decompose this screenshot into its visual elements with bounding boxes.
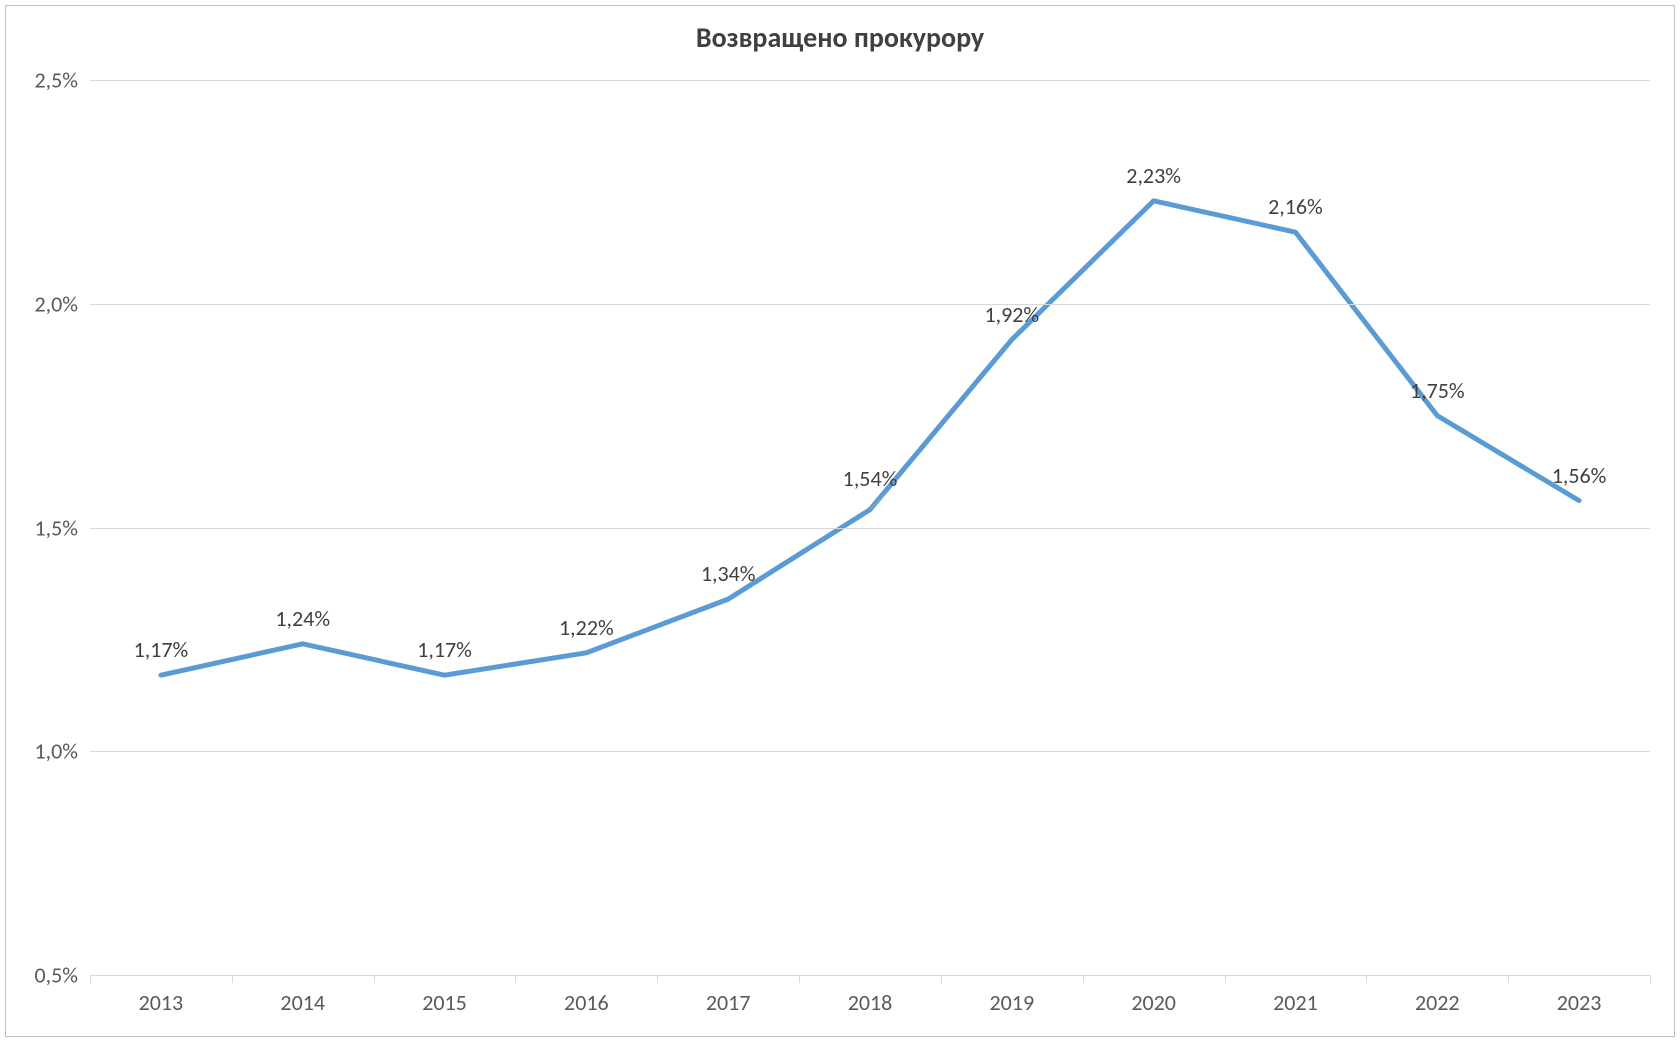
data-label: 1,17% (417, 636, 472, 663)
data-label: 1,75% (1410, 377, 1465, 404)
data-label: 1,34% (701, 560, 756, 587)
x-tick-label: 2015 (422, 975, 467, 1016)
gridline (90, 751, 1650, 752)
x-tick-label: 2020 (1131, 975, 1176, 1016)
x-tick-mark (515, 975, 516, 983)
x-tick-mark (1650, 975, 1651, 983)
x-tick-label: 2021 (1273, 975, 1318, 1016)
data-label: 2,16% (1268, 193, 1323, 220)
y-tick-label: 1,0% (34, 738, 90, 765)
x-tick-label: 2017 (706, 975, 751, 1016)
x-tick-mark (1508, 975, 1509, 983)
gridline (90, 528, 1650, 529)
gridline (90, 80, 1650, 81)
x-tick-mark (232, 975, 233, 983)
x-tick-label: 2023 (1557, 975, 1602, 1016)
x-tick-mark (799, 975, 800, 983)
x-tick-mark (90, 975, 91, 983)
y-tick-label: 2,0% (34, 290, 90, 317)
x-tick-mark (374, 975, 375, 983)
y-tick-label: 1,5% (34, 514, 90, 541)
x-tick-mark (941, 975, 942, 983)
data-label: 1,92% (984, 301, 1039, 328)
gridline (90, 304, 1650, 305)
line-path (161, 201, 1579, 675)
x-tick-mark (1225, 975, 1226, 983)
data-label: 1,17% (134, 636, 189, 663)
x-tick-label: 2013 (139, 975, 184, 1016)
x-tick-mark (1083, 975, 1084, 983)
x-tick-label: 2016 (564, 975, 609, 1016)
chart-title: Возвращено прокурору (0, 20, 1680, 55)
data-label: 1,54% (843, 465, 898, 492)
x-tick-label: 2018 (848, 975, 893, 1016)
data-label: 2,23% (1126, 162, 1181, 189)
x-tick-mark (657, 975, 658, 983)
plot-area: 0,5%1,0%1,5%2,0%2,5%20132014201520162017… (90, 80, 1650, 975)
chart-container: Возвращено прокурору 0,5%1,0%1,5%2,0%2,5… (0, 0, 1680, 1042)
data-label: 1,24% (275, 605, 330, 632)
data-label: 1,56% (1552, 462, 1607, 489)
x-tick-label: 2014 (280, 975, 325, 1016)
y-tick-label: 2,5% (34, 67, 90, 94)
data-label: 1,22% (559, 614, 614, 641)
data-label-leader (870, 492, 888, 510)
y-tick-label: 0,5% (34, 962, 90, 989)
x-tick-label: 2022 (1415, 975, 1460, 1016)
x-tick-mark (1366, 975, 1367, 983)
x-tick-label: 2019 (990, 975, 1035, 1016)
